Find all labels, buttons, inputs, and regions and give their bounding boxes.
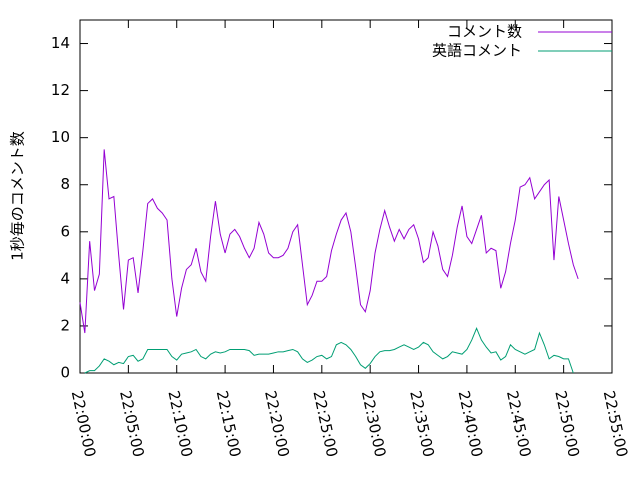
y-tick-label: 0 xyxy=(60,364,70,382)
y-tick-label: 8 xyxy=(60,175,70,193)
x-tick-label: 22:55:00 xyxy=(600,389,632,459)
legend-label: コメント数 xyxy=(447,23,522,41)
y-tick-label: 4 xyxy=(60,269,70,287)
plot-border xyxy=(79,19,613,374)
x-tick-label: 22:40:00 xyxy=(455,389,487,459)
x-tick-label: 22:00:00 xyxy=(68,389,100,459)
series-line xyxy=(79,149,579,334)
y-tick-label: 10 xyxy=(51,128,70,146)
x-tick-label: 22:15:00 xyxy=(213,389,245,459)
x-tick-label: 22:30:00 xyxy=(358,389,390,459)
series-line xyxy=(84,326,574,374)
legend-label: 英語コメント xyxy=(432,42,522,60)
x-tick-label: 22:05:00 xyxy=(116,389,148,459)
x-tick-label: 22:35:00 xyxy=(406,389,438,459)
y-tick-label: 14 xyxy=(51,34,70,52)
x-tick-label: 22:45:00 xyxy=(503,389,535,459)
y-tick-label: 6 xyxy=(60,222,70,240)
y-tick-label: 12 xyxy=(51,81,70,99)
y-tick-label: 2 xyxy=(60,316,70,334)
x-tick-label: 22:10:00 xyxy=(164,389,196,459)
y-axis-label: 1秒毎のコメント数 xyxy=(9,131,27,261)
x-tick-label: 22:25:00 xyxy=(310,389,342,459)
x-tick-label: 22:50:00 xyxy=(551,389,583,459)
x-tick-label: 22:20:00 xyxy=(261,389,293,459)
